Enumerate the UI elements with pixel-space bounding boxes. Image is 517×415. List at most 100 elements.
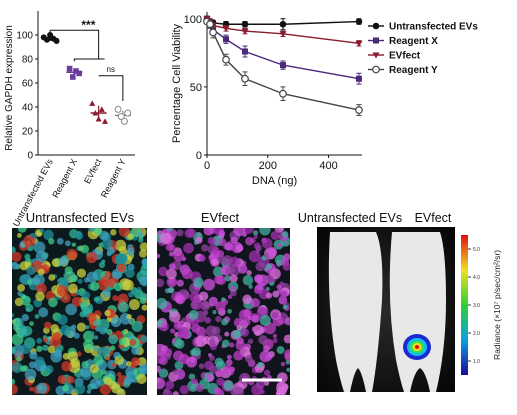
cell-blob [280, 361, 286, 367]
cell-blob [282, 262, 290, 271]
cell-blob [83, 277, 90, 283]
cell-blob [195, 236, 203, 244]
cell-blob [81, 291, 91, 300]
cell-blob [208, 254, 214, 260]
cell-blob [281, 231, 289, 238]
cell-blob [283, 334, 290, 344]
cell-blob [276, 346, 285, 355]
cell-blob [12, 246, 16, 254]
cell-blob [159, 356, 168, 366]
cell-blob [136, 373, 147, 384]
cell-blob [208, 296, 218, 307]
cell-blob [158, 266, 168, 277]
point [241, 20, 249, 28]
cell-blob [89, 378, 101, 390]
cell-blob [222, 364, 233, 375]
cell-blob [229, 285, 236, 292]
point [92, 110, 99, 116]
cell-blob [174, 339, 185, 349]
cell-blob [51, 258, 61, 267]
cell-blob [12, 317, 22, 327]
point [279, 20, 287, 28]
colorbar-label: Radiance (×10⁷ p/sec/cm²/sr) [492, 250, 502, 360]
point [114, 105, 122, 113]
cell-blob [205, 325, 217, 337]
cell-blob [168, 251, 175, 257]
cell-blob [36, 382, 48, 394]
cell-blob [242, 294, 253, 305]
cell-blob [141, 258, 147, 265]
cell-blob [201, 244, 209, 252]
colorbar-tick-label: 3.0 [473, 303, 480, 309]
cell-blob [101, 369, 107, 375]
cell-blob [66, 376, 75, 384]
panel-title: EVfect [415, 211, 452, 225]
cell-blob [225, 359, 233, 366]
cell-blob [220, 301, 225, 306]
cell-blob [71, 242, 77, 247]
cell-blob [105, 356, 111, 361]
cell-blob [102, 288, 112, 298]
cell-blob [36, 337, 43, 344]
cell-blob [66, 248, 78, 260]
y-axis-label: Percentage Cell Viability [171, 23, 183, 143]
cell-blob [261, 238, 273, 249]
cell-blob [93, 355, 104, 366]
legend-label: EVfect [389, 51, 421, 62]
cell-blob [57, 374, 67, 385]
cell-blob [214, 275, 224, 285]
point [76, 70, 82, 77]
cell-blob [208, 339, 215, 346]
cell-blob [58, 256, 69, 266]
point [355, 106, 363, 114]
cell-blob [259, 314, 271, 326]
point [43, 36, 50, 43]
cell-blob [129, 338, 137, 346]
y-tick-label: 0 [196, 150, 202, 162]
cell-blob [190, 301, 199, 310]
cell-blob [258, 335, 268, 345]
cell-blob [76, 268, 87, 278]
cell-blob [119, 299, 124, 304]
point [69, 74, 76, 80]
cell-blob [233, 350, 244, 361]
cell-blob [32, 277, 41, 285]
y-tick-label: 40 [22, 103, 34, 114]
cell-blob [12, 362, 23, 374]
cell-blob [193, 277, 204, 288]
cell-blob [223, 380, 234, 391]
cell-blob [160, 322, 167, 329]
y-tick-label: 60 [22, 79, 34, 90]
cell-blob [93, 296, 100, 303]
cell-blob [250, 297, 261, 308]
cell-blob [112, 295, 119, 302]
cell-blob [116, 372, 122, 377]
colorbar [461, 235, 468, 375]
cell-blob [16, 356, 22, 362]
cell-blob [34, 356, 45, 367]
cell-blob [203, 228, 214, 236]
cell-blob [35, 250, 48, 263]
cell-blob [216, 377, 225, 386]
cell-blob [237, 264, 248, 274]
cell-blob [264, 253, 269, 258]
cell-blob [233, 317, 244, 328]
cell-blob [251, 314, 260, 323]
cell-blob [157, 253, 161, 259]
cell-blob [138, 237, 144, 243]
cell-blob [44, 321, 52, 329]
cell-blob [232, 386, 244, 395]
cell-blob [70, 274, 78, 283]
cell-blob [230, 236, 238, 244]
cell-blob [29, 386, 34, 392]
colorbar-tick-label: 5.0 [473, 247, 480, 253]
cell-blob [101, 238, 113, 250]
cell-blob [76, 235, 82, 240]
cell-blob [125, 268, 135, 278]
cell-blob [12, 384, 18, 395]
cell-blob [181, 268, 193, 280]
x-tick-label: EVfect [82, 157, 104, 186]
cell-blob [37, 268, 45, 276]
panel-title: Untransfected EVs [26, 210, 135, 225]
point [222, 25, 230, 32]
